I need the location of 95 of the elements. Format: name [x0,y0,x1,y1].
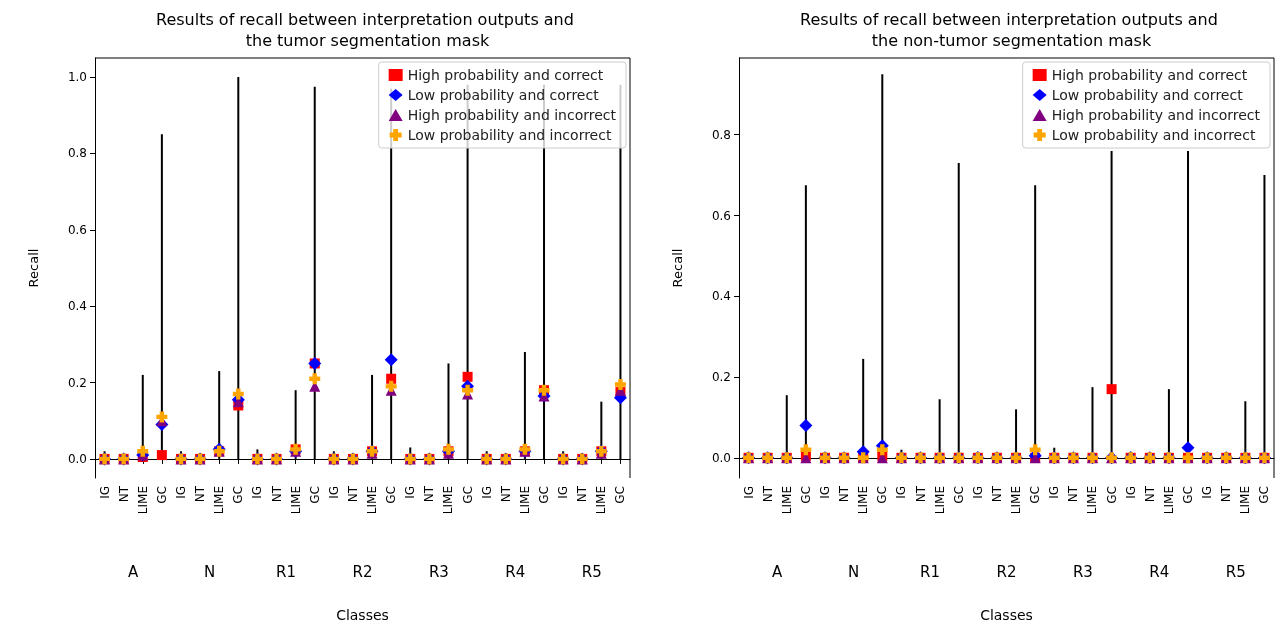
x-tick-label: IG [173,486,188,499]
x-tick-label: NT [193,485,208,503]
y-tick-label: 0.6 [67,222,87,237]
x-tick-label: LIME [1009,486,1024,515]
legend-label: High probability and correct [407,67,604,83]
legend-label: Low probability and correct [407,87,600,103]
x-tick-label: IG [1200,486,1215,499]
chart-title: Results of recall between interpretation outputs and the non-tumor segmentation mask [800,10,1223,50]
legend-label: Low probability and incorrect [1051,127,1256,143]
text: R3 [1072,563,1093,581]
text: A [772,563,784,581]
y-tick-label: 0.8 [711,127,731,142]
x-tick-label: NT [913,485,928,503]
y-tick-label: 0.2 [67,375,87,390]
x-tick-label: NT [989,485,1004,503]
x-tick-label: NT [345,485,360,503]
x-tick-label: IG [741,486,756,499]
x-tick-label: IG [556,486,571,499]
x-tick-label: NT [116,485,131,503]
x-tick-label: NT [1066,485,1081,503]
x-tick-label: IG [97,486,112,499]
x-tick-label: LIME [594,486,609,515]
legend-label: Low probability and correct [1051,87,1244,103]
x-tick-label: GC [875,486,890,504]
y-tick-label: 0.4 [67,299,87,314]
text: N [848,563,860,581]
x-tick-label: LIME [517,486,532,515]
x-tick-label: IG [250,486,265,499]
x-tick-label: LIME [365,486,380,515]
x-tick-label: LIME [1085,486,1100,515]
x-tick-label: GC [307,486,322,504]
x-tick-label: NT [1219,485,1234,503]
x-tick-label: LIME [932,486,947,515]
x-tick-label: NT [422,485,437,503]
x-tick-label: LIME [441,486,456,515]
x-tick-label: GC [613,486,628,504]
x-tick-label: IG [1123,486,1138,499]
x-tick-label: NT [575,485,590,503]
x-tick-label: IG [1047,486,1062,499]
text: N [204,563,216,581]
x-tick-label: IG [817,486,832,499]
x-tick-label: NT [837,485,852,503]
text: R3 [428,563,449,581]
x-tick-label: NT [760,485,775,503]
text: A [128,563,140,581]
x-axis-title: Classes [980,607,1033,623]
text: R2 [996,563,1017,581]
text: R1 [276,563,297,581]
y-axis-title: Recall [670,248,685,288]
x-tick-label: IG [894,486,909,499]
legend-label: High probability and incorrect [1051,107,1261,123]
legend-label: Low probability and incorrect [407,127,612,143]
x-tick-label: GC [1181,486,1196,504]
text: R2 [352,563,373,581]
text: R1 [920,563,941,581]
x-tick-label: LIME [1238,486,1253,515]
x-tick-label: GC [1104,486,1119,504]
y-axis-title: Recall [26,248,41,288]
legend-label: High probability and correct [1051,67,1248,83]
x-tick-label: GC [231,486,246,504]
x-tick-label: IG [403,486,418,499]
legend-label: High probability and incorrect [407,107,617,123]
x-tick-label: NT [269,485,284,503]
y-tick-label: 0.0 [67,451,87,466]
y-tick-label: 1.0 [67,70,87,85]
x-tick-label: NT [498,485,513,503]
chart-title: Results of recall between interpretation outputs and the tumor segmentation mask [156,10,579,50]
x-tick-label: GC [460,486,475,504]
x-tick-label: NT [1142,485,1157,503]
text: R4 [1149,563,1170,581]
x-tick-label: GC [384,486,399,504]
x-tick-label: LIME [779,486,794,515]
x-axis-title: Classes [336,607,389,623]
x-tick-label: GC [1257,486,1272,504]
x-tick-label: GC [154,486,169,504]
x-tick-label: LIME [288,486,303,515]
y-tick-label: 0.2 [711,370,731,385]
x-tick-label: LIME [1161,486,1176,515]
text: R4 [505,563,526,581]
x-tick-label: IG [970,486,985,499]
text: R5 [581,563,602,581]
x-tick-label: GC [537,486,552,504]
y-tick-label: 0.0 [711,450,731,465]
x-tick-label: IG [326,486,341,499]
x-tick-label: GC [798,486,813,504]
x-tick-label: LIME [212,486,227,515]
y-tick-label: 0.4 [711,289,731,304]
y-tick-label: 0.6 [711,208,731,223]
x-tick-label: LIME [135,486,150,515]
x-tick-label: IG [479,486,494,499]
x-tick-label: GC [1028,486,1043,504]
text: R5 [1225,563,1246,581]
x-tick-label: GC [951,486,966,504]
y-tick-label: 0.8 [67,146,87,161]
x-tick-label: LIME [856,486,871,515]
